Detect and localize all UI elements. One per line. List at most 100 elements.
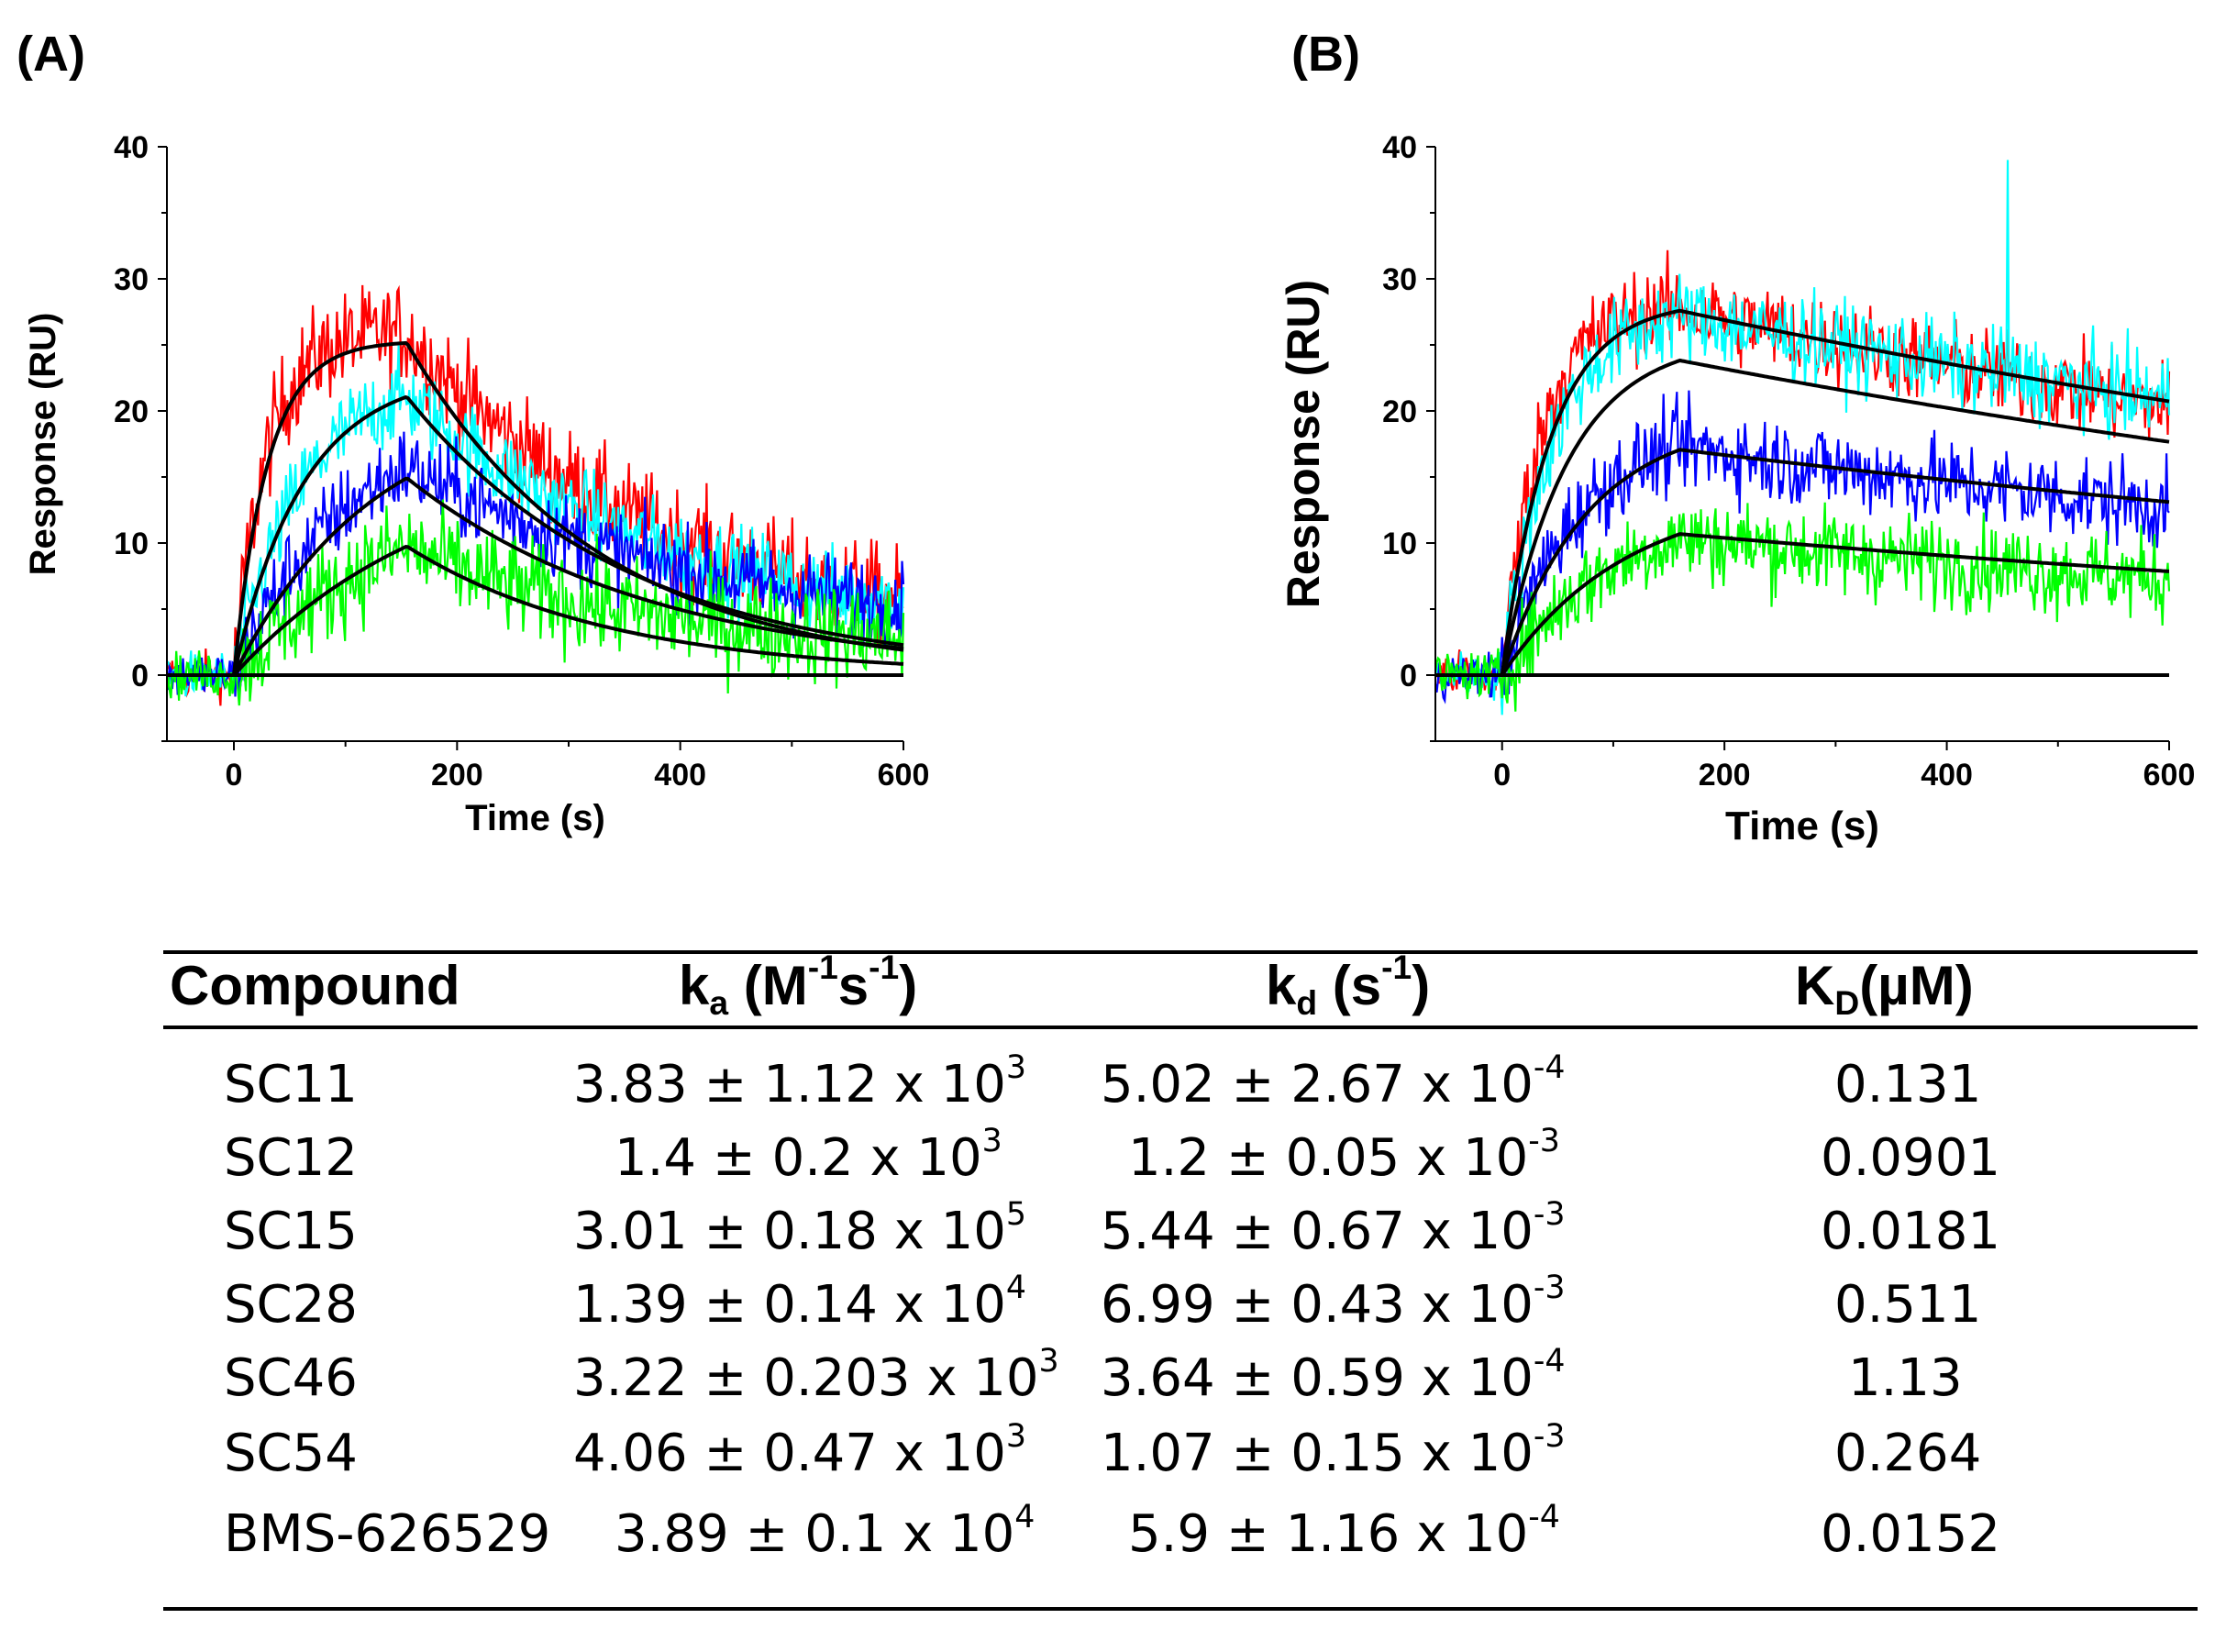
trace-a-green (165, 499, 905, 706)
ka-exponent: 3 (981, 1122, 1002, 1159)
ka-mantissa: 3.89 ± 0.1 x 10 (615, 1504, 1015, 1564)
y-tick-label-b: 10 (1382, 527, 1417, 561)
kd-exponent: -4 (1528, 1498, 1560, 1536)
kd-exponent: -3 (1528, 1122, 1560, 1159)
header-kd: kd (s-1) (1266, 950, 1431, 1020)
table-cell-kd: 5.02 ± 2.67 x 10-4 (1101, 1052, 1566, 1114)
y-tick-label-a: 20 (114, 394, 149, 429)
kd-mantissa: 1.07 ± 0.15 x 10 (1101, 1424, 1534, 1483)
fit-curve-a-2 (232, 394, 904, 676)
header-ka: ka (M-1s-1) (679, 950, 918, 1020)
x-tick-label-b: 0 (1493, 758, 1511, 793)
table-cell-KD: 0.131 (1834, 1055, 1982, 1114)
y-tick-label-b: 20 (1382, 394, 1417, 429)
ka-mantissa: 1.4 ± 0.2 x 10 (615, 1128, 982, 1188)
ka-mantissa: 3.01 ± 0.18 x 10 (573, 1202, 1006, 1261)
panel-label-a: (A) (17, 27, 85, 82)
y-tick-label-b: 40 (1382, 130, 1417, 165)
ka-exponent: 3 (1038, 1342, 1059, 1380)
ka-mantissa: 1.39 ± 0.14 x 10 (573, 1275, 1006, 1335)
x-axis-title-b: Time (s) (1725, 804, 1879, 848)
header-ka-s: s (837, 955, 869, 1016)
kd-mantissa: 5.44 ± 0.67 x 10 (1101, 1202, 1534, 1261)
ka-exponent: 3 (1005, 1417, 1026, 1455)
panel-label-b: (B) (1291, 27, 1360, 82)
header-kd-base: k (1266, 955, 1297, 1016)
header-ka-exp1: -1 (807, 948, 838, 987)
kd-exponent: -4 (1533, 1048, 1566, 1086)
table-cell-compound: SC54 (224, 1424, 358, 1483)
y-axis-title-a: Response (RU) (23, 313, 63, 576)
fit-curve-b-3 (1500, 448, 2170, 676)
ka-mantissa: 4.06 ± 0.47 x 10 (573, 1424, 1006, 1483)
y-tick-label-a: 10 (114, 527, 149, 561)
fit-curve-b-2 (1500, 358, 2170, 676)
table-cell-ka: 3.22 ± 0.203 x 103 (573, 1346, 1059, 1408)
header-kd-close: ) (1412, 955, 1431, 1016)
x-axis-title-a: Time (s) (465, 798, 605, 838)
table-cell-kd: 5.9 ± 1.16 x 10-4 (1128, 1502, 1560, 1564)
ka-exponent: 4 (1005, 1269, 1026, 1306)
fit-curve-b-1 (1500, 308, 2170, 676)
table-cell-compound: SC15 (224, 1202, 358, 1261)
ka-exponent: 3 (1005, 1048, 1026, 1086)
x-tick-label-a: 0 (226, 758, 243, 793)
table-cell-kd: 5.44 ± 0.67 x 10-3 (1101, 1199, 1566, 1261)
kd-mantissa: 6.99 ± 0.43 x 10 (1101, 1275, 1534, 1335)
table-cell-ka: 3.01 ± 0.18 x 105 (573, 1199, 1026, 1261)
x-tick-label-b: 600 (2143, 758, 2196, 793)
table-cell-compound: SC11 (224, 1055, 358, 1114)
table-cell-kd: 3.64 ± 0.59 x 10-4 (1101, 1346, 1566, 1408)
table-cell-ka: 3.89 ± 0.1 x 104 (615, 1502, 1035, 1564)
fit-curve-a-4 (232, 545, 904, 677)
kd-mantissa: 1.2 ± 0.05 x 10 (1128, 1128, 1529, 1188)
table-cell-ka: 3.83 ± 1.12 x 103 (573, 1052, 1026, 1114)
header-kd-exp: -1 (1381, 948, 1412, 987)
table-cell-KD: 0.511 (1834, 1275, 1982, 1335)
y-axis-title-b: Response (RU) (1278, 280, 1329, 608)
y-tick-label-a: 40 (114, 130, 149, 165)
x-tick-label-a: 200 (431, 758, 483, 793)
x-tick-label-a: 400 (654, 758, 706, 793)
header-KD-base: K (1795, 955, 1835, 1016)
table-bottom-rule (163, 1607, 2198, 1611)
table-cell-ka: 1.4 ± 0.2 x 103 (615, 1125, 1002, 1188)
table-cell-kd: 1.07 ± 0.15 x 10-3 (1101, 1421, 1566, 1483)
table-cell-KD: 0.0152 (1821, 1504, 2000, 1564)
header-KD-sub: D (1834, 983, 1860, 1023)
table-cell-kd: 6.99 ± 0.43 x 10-3 (1101, 1272, 1566, 1335)
kd-mantissa: 5.9 ± 1.16 x 10 (1128, 1504, 1529, 1564)
table-cell-KD: 0.0901 (1821, 1128, 2000, 1188)
header-ka-close: ) (899, 955, 918, 1016)
ka-mantissa: 3.83 ± 1.12 x 10 (573, 1055, 1006, 1114)
table-cell-KD: 1.13 (1848, 1348, 1963, 1408)
header-KD: KD(µM) (1795, 954, 1974, 1020)
header-ka-base: k (679, 955, 710, 1016)
trace-b-green (1434, 502, 2171, 712)
table-cell-compound: SC46 (224, 1348, 358, 1408)
y-tick-label-a: 30 (114, 262, 149, 297)
table-cell-ka: 1.39 ± 0.14 x 104 (573, 1272, 1026, 1335)
table-top-rule (163, 950, 2198, 954)
kd-mantissa: 5.02 ± 2.67 x 10 (1101, 1055, 1534, 1114)
fit-curve-b-4 (1501, 532, 2170, 677)
y-tick-label-a: 0 (131, 659, 149, 693)
kd-exponent: -4 (1533, 1342, 1566, 1380)
y-tick-label-b: 30 (1382, 262, 1417, 297)
table-cell-KD: 0.0181 (1821, 1202, 2000, 1261)
fit-curve-a-3 (232, 476, 904, 676)
table-cell-compound: BMS-626529 (224, 1504, 551, 1564)
table-cell-KD: 0.264 (1834, 1424, 1982, 1483)
ka-mantissa: 3.22 ± 0.203 x 10 (573, 1348, 1039, 1408)
header-ka-exp2: -1 (869, 948, 900, 987)
table-header-rule (163, 1026, 2198, 1029)
x-tick-label-a: 600 (878, 758, 930, 793)
header-ka-sub: a (709, 983, 729, 1023)
header-kd-unit-open: (s (1317, 955, 1382, 1016)
header-kd-sub: d (1296, 983, 1318, 1023)
table-cell-ka: 4.06 ± 0.47 x 103 (573, 1421, 1026, 1483)
table-cell-compound: SC28 (224, 1275, 358, 1335)
x-tick-label-b: 200 (1699, 758, 1751, 793)
x-tick-label-b: 400 (1921, 758, 1973, 793)
